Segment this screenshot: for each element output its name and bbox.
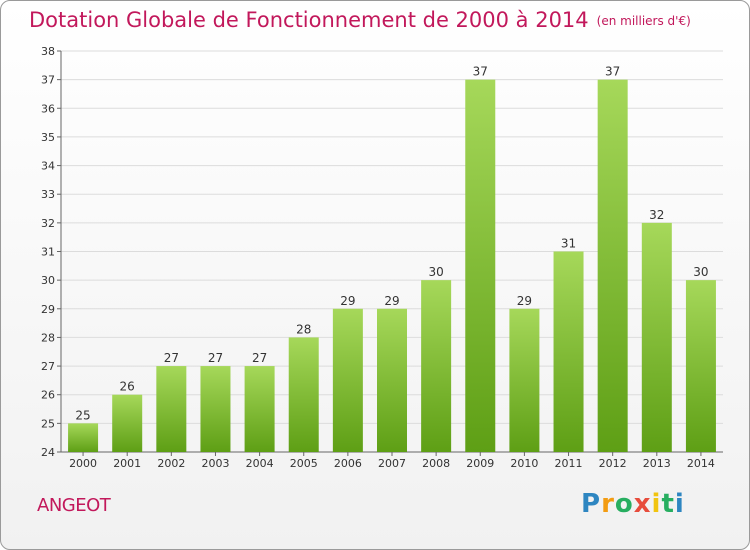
x-tick-label: 2005 bbox=[290, 457, 318, 470]
x-tick-label: 2013 bbox=[643, 457, 671, 470]
logo-letter: o bbox=[614, 489, 634, 519]
bar-value-label: 25 bbox=[75, 408, 90, 422]
x-tick-label: 2003 bbox=[201, 457, 229, 470]
y-tick-label: 28 bbox=[41, 331, 55, 344]
bar-value-label: 28 bbox=[296, 322, 311, 336]
x-tick-label: 2012 bbox=[599, 457, 627, 470]
bar bbox=[421, 280, 452, 452]
y-tick-label: 26 bbox=[41, 389, 55, 402]
bar-value-label: 29 bbox=[340, 294, 355, 308]
bar-value-label: 26 bbox=[120, 380, 135, 394]
bar-value-label: 27 bbox=[208, 351, 223, 365]
x-tick-label: 2007 bbox=[378, 457, 406, 470]
y-tick-label: 31 bbox=[41, 246, 55, 259]
bar bbox=[377, 308, 407, 452]
y-tick-label: 36 bbox=[41, 102, 55, 115]
logo-letter: P bbox=[581, 489, 602, 519]
bar-value-label: 30 bbox=[693, 265, 708, 279]
bar-value-label: 27 bbox=[252, 351, 267, 365]
y-tick-label: 33 bbox=[41, 188, 55, 201]
bar-value-label: 31 bbox=[561, 237, 576, 251]
proxiti-logo: Proxiti bbox=[581, 489, 685, 519]
bar bbox=[112, 394, 143, 452]
x-tick-label: 2011 bbox=[555, 457, 583, 470]
bar-value-label: 30 bbox=[428, 265, 443, 279]
bar-value-label: 29 bbox=[384, 294, 399, 308]
y-tick-label: 35 bbox=[41, 131, 55, 144]
x-tick-label: 2000 bbox=[69, 457, 97, 470]
y-tick-label: 37 bbox=[41, 74, 55, 87]
y-tick-label: 30 bbox=[41, 274, 55, 287]
x-tick-label: 2004 bbox=[246, 457, 274, 470]
bar bbox=[641, 222, 672, 452]
y-tick-label: 25 bbox=[41, 417, 55, 430]
bar bbox=[288, 337, 319, 452]
y-tick-label: 27 bbox=[41, 360, 55, 373]
bar bbox=[244, 366, 275, 452]
x-tick-label: 2002 bbox=[157, 457, 185, 470]
x-tick-label: 2001 bbox=[113, 457, 141, 470]
bar bbox=[465, 79, 496, 453]
bar bbox=[685, 280, 716, 452]
commune-name: ANGEOT bbox=[37, 495, 111, 516]
logo-letter: x bbox=[633, 489, 652, 519]
bar bbox=[597, 79, 628, 453]
bar bbox=[68, 423, 99, 452]
bar-value-label: 37 bbox=[605, 65, 620, 79]
bar bbox=[156, 366, 187, 452]
bar bbox=[332, 308, 363, 452]
bar bbox=[553, 251, 584, 452]
bar bbox=[509, 308, 540, 452]
x-tick-label: 2014 bbox=[687, 457, 715, 470]
logo-letter: i bbox=[674, 489, 685, 519]
x-tick-label: 2008 bbox=[422, 457, 450, 470]
y-tick-label: 24 bbox=[41, 446, 55, 459]
logo-letter: i bbox=[651, 489, 662, 519]
x-tick-label: 2009 bbox=[466, 457, 494, 470]
bar-value-label: 32 bbox=[649, 208, 664, 222]
y-tick-label: 29 bbox=[41, 303, 55, 316]
chart-title-text: Dotation Globale de Fonctionnement de 20… bbox=[29, 8, 589, 32]
x-tick-label: 2006 bbox=[334, 457, 362, 470]
bar bbox=[200, 366, 231, 452]
bar-value-label: 37 bbox=[473, 65, 488, 79]
chart-subtitle: (en milliers d'€) bbox=[596, 14, 691, 28]
bar-value-label: 29 bbox=[517, 294, 532, 308]
logo-letter: r bbox=[601, 489, 615, 519]
bar-value-label: 27 bbox=[164, 351, 179, 365]
logo-letter: t bbox=[661, 489, 675, 519]
x-tick-label: 2010 bbox=[510, 457, 538, 470]
y-tick-label: 34 bbox=[41, 160, 55, 173]
y-tick-label: 38 bbox=[41, 45, 55, 58]
chart-title: Dotation Globale de Fonctionnement de 20… bbox=[29, 8, 691, 32]
y-tick-label: 32 bbox=[41, 217, 55, 230]
